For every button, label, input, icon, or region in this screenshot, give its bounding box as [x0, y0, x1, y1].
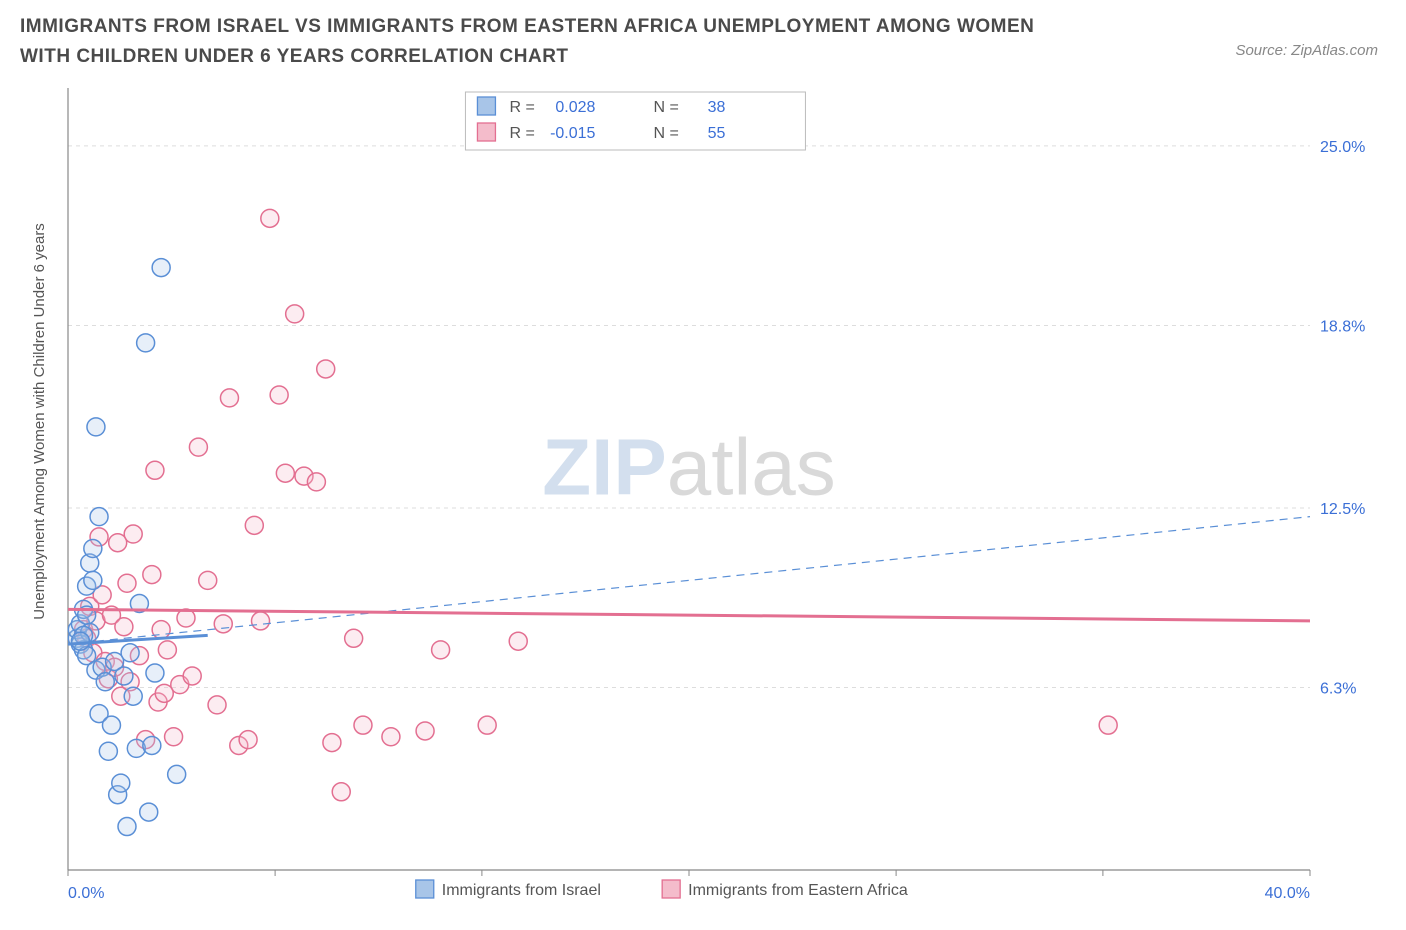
scatter-point — [143, 566, 161, 584]
legend-label: Immigrants from Israel — [442, 882, 601, 899]
scatter-point — [323, 734, 341, 752]
scatter-point — [245, 516, 263, 534]
stats-n-value: 38 — [708, 99, 726, 116]
scatter-point — [158, 641, 176, 659]
scatter-point — [286, 305, 304, 323]
scatter-point — [432, 641, 450, 659]
y-tick-label: 12.5% — [1320, 501, 1365, 518]
scatter-point — [183, 667, 201, 685]
scatter-point — [261, 209, 279, 227]
stats-n-label: N = — [653, 125, 678, 142]
scatter-point — [115, 618, 133, 636]
scatter-point — [124, 525, 142, 543]
scatter-point — [87, 418, 105, 436]
scatter-point — [220, 389, 238, 407]
trend-line-dashed — [68, 517, 1310, 644]
legend-swatch — [662, 880, 680, 898]
scatter-point — [146, 461, 164, 479]
stats-r-label: R = — [509, 125, 534, 142]
scatter-point — [270, 386, 288, 404]
legend-swatch — [416, 880, 434, 898]
scatter-point — [152, 621, 170, 639]
scatter-point — [189, 438, 207, 456]
scatter-point — [99, 742, 117, 760]
scatter-point — [152, 259, 170, 277]
chart-title: IMMIGRANTS FROM ISRAEL VS IMMIGRANTS FRO… — [20, 12, 1080, 73]
scatter-point — [96, 673, 114, 691]
scatter-point — [478, 716, 496, 734]
scatter-point — [137, 334, 155, 352]
scatter-point — [143, 736, 161, 754]
x-tick-label: 0.0% — [68, 885, 104, 902]
scatter-point — [354, 716, 372, 734]
stats-swatch — [477, 123, 495, 141]
source-citation: Source: ZipAtlas.com — [1235, 42, 1378, 59]
scatter-point — [276, 464, 294, 482]
watermark: ZIPatlas — [542, 423, 835, 512]
y-tick-label: 25.0% — [1320, 139, 1365, 156]
scatter-point — [332, 783, 350, 801]
scatter-point — [155, 684, 173, 702]
scatter-point — [252, 612, 270, 630]
stats-r-value: -0.015 — [550, 125, 595, 142]
y-tick-label: 6.3% — [1320, 681, 1356, 698]
scatter-point — [71, 632, 89, 650]
stats-n-label: N = — [653, 99, 678, 116]
x-tick-label: 40.0% — [1265, 885, 1310, 902]
scatter-point — [112, 774, 130, 792]
scatter-point — [121, 644, 139, 662]
scatter-point — [214, 615, 232, 633]
scatter-point — [345, 629, 363, 647]
legend-label: Immigrants from Eastern Africa — [688, 882, 908, 899]
y-tick-label: 18.8% — [1320, 318, 1365, 335]
stats-n-value: 55 — [708, 125, 726, 142]
scatter-point — [317, 360, 335, 378]
scatter-point — [168, 765, 186, 783]
scatter-point — [90, 508, 108, 526]
scatter-point — [118, 574, 136, 592]
scatter-point — [239, 731, 257, 749]
stats-swatch — [477, 97, 495, 115]
scatter-point — [509, 632, 527, 650]
scatter-point — [84, 571, 102, 589]
scatter-point — [124, 687, 142, 705]
scatter-point — [102, 716, 120, 734]
scatter-point — [118, 818, 136, 836]
scatter-point — [307, 473, 325, 491]
scatter-point — [165, 728, 183, 746]
scatter-point — [208, 696, 226, 714]
scatter-point — [146, 664, 164, 682]
scatter-point — [84, 540, 102, 558]
scatter-point — [1099, 716, 1117, 734]
y-axis-label: Unemployment Among Women with Children U… — [31, 223, 48, 620]
stats-r-label: R = — [509, 99, 534, 116]
scatter-point — [115, 667, 133, 685]
scatter-point — [199, 571, 217, 589]
stats-r-value: 0.028 — [555, 99, 595, 116]
correlation-scatter-chart: ZIPatlas 6.3% 12.5% 18.8% 25.0% 0.0% 40.0% Unem… — [20, 80, 1386, 920]
scatter-point — [416, 722, 434, 740]
scatter-point — [140, 803, 158, 821]
scatter-point — [382, 728, 400, 746]
